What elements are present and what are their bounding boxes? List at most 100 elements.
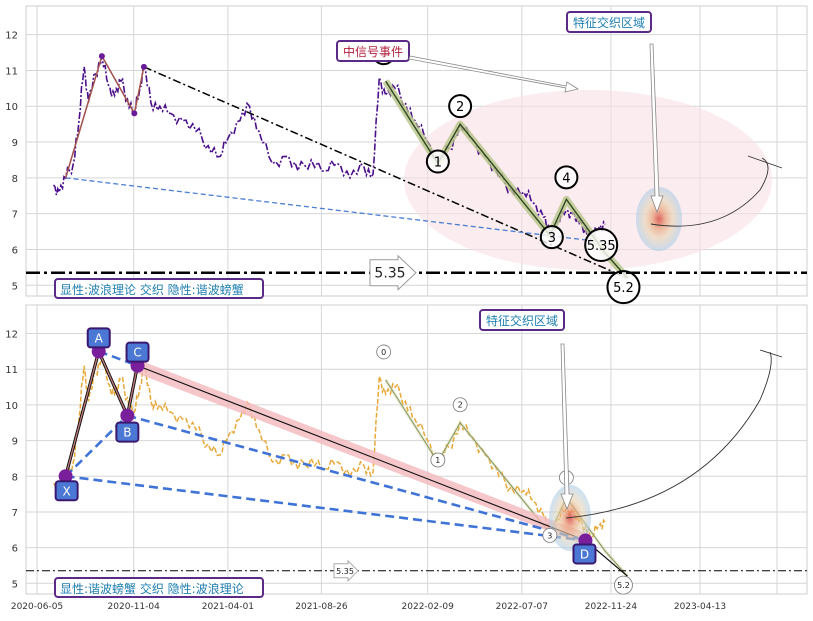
mid-signal-text: 中信号事件 [343, 44, 403, 59]
x-tick-label: 2021-08-26 [295, 602, 348, 612]
wave-point-marker [542, 527, 558, 543]
wave-point-marker [376, 344, 392, 360]
harmonic-label-box [572, 543, 597, 565]
wave-point-label: 2 [458, 401, 463, 410]
wave-point-label: 5.2 [613, 281, 634, 296]
x-tick-label: 2023-04-13 [674, 602, 726, 612]
wave-point-marker [554, 165, 579, 190]
y-tick-label: 5 [12, 579, 18, 590]
harmonic-dashed-xd [65, 474, 586, 542]
feature-zone-annotation: 特征交织区域 [479, 309, 574, 511]
feature-zone-box [479, 309, 565, 331]
feature-zone-arrow [560, 343, 574, 511]
wave-point-marker [614, 575, 633, 595]
feature-zone-text: 特征交织区域 [486, 313, 558, 328]
y-tick-label: 5 [12, 281, 18, 292]
top-legend: 显性:波浪理论 交织 隐性:谐波螃蟹 [54, 278, 264, 299]
y-tick-label: 8 [12, 472, 18, 483]
level-label: 5.35 [336, 567, 354, 576]
top-panel: 56789101112012345.355.25.35中信号事件特征交织区域显性… [5, 5, 808, 305]
harmonic-vertex [98, 53, 105, 60]
wave-point-marker [425, 149, 450, 174]
x-tick-label: 2020-11-04 [108, 602, 161, 612]
harmonic-path [64, 54, 145, 179]
y-tick-label: 12 [5, 31, 18, 42]
y-tick-label: 7 [12, 508, 18, 519]
wave-point-label: 3 [547, 531, 552, 540]
wave-point-label: 1 [434, 156, 442, 171]
harmonic-label-box [115, 421, 140, 443]
wave-point-label: 1 [435, 456, 440, 465]
projection-arc [565, 351, 772, 519]
harmonic-leg-cd [137, 365, 586, 541]
harmonic-label: C [133, 346, 141, 360]
harmonic-label: A [95, 331, 104, 345]
level-label: 5.35 [374, 266, 405, 282]
harmonic-vertex [58, 469, 73, 484]
wave-point-marker [584, 228, 619, 263]
harmonic-label-box [86, 327, 111, 349]
y-tick-label: 7 [12, 210, 18, 221]
feature-zone-text: 特征交织区域 [573, 15, 645, 30]
x-tick-label: 2021-04-01 [202, 602, 254, 612]
wave-point-label: 2 [456, 100, 464, 115]
harmonic-label-box [125, 341, 150, 363]
feature-hotspot [636, 187, 682, 251]
harmonic-label: D [580, 547, 589, 561]
feature-zone-arrow [649, 43, 664, 214]
harmonic-dashed-bd [127, 414, 586, 542]
trend-line-lower [65, 177, 606, 243]
mid-signal-box [336, 40, 410, 62]
feature-zone-box [566, 11, 652, 33]
projection-tick [747, 155, 783, 169]
wave-point-marker [539, 225, 564, 250]
top-legend-text: 显性:波浪理论 交织 隐性:谐波螃蟹 [60, 282, 244, 297]
wave-point-label: 3 [548, 231, 556, 246]
wave-point-marker [606, 270, 641, 305]
y-tick-label: 9 [12, 138, 18, 149]
y-tick-label: 9 [12, 437, 18, 448]
price-line [52, 55, 606, 241]
wave-point-label: 5.35 [587, 239, 616, 254]
harmonic-path-inner [65, 349, 139, 477]
price-line [52, 354, 606, 539]
harmonic-label: B [123, 426, 131, 440]
bottom-legend-text: 显性:谐波螃蟹 交织 隐性:波浪理论 [60, 581, 244, 596]
x-tick-label: 2022-11-24 [585, 602, 638, 612]
x-tick-label: 2020-06-05 [11, 602, 63, 612]
harmonic-vertex [140, 63, 147, 70]
y-tick-label: 11 [5, 66, 18, 77]
wave-point-label: 0 [381, 348, 386, 357]
plot-area [25, 304, 808, 595]
y-tick-label: 10 [5, 102, 18, 113]
projection-arc [650, 157, 769, 227]
projection-tick [759, 349, 783, 358]
wave-point-marker [430, 452, 446, 468]
harmonic-vertex [131, 110, 138, 117]
wave-point-marker [452, 397, 468, 413]
level-arrow [369, 254, 417, 291]
x-tick-label: 2022-02-09 [402, 602, 455, 612]
harmonic-label-box [54, 480, 79, 502]
feature-zone-annotation: 特征交织区域 [566, 11, 664, 214]
bottom-legend: 显性:谐波螃蟹 交织 隐性:波浪理论 [54, 577, 264, 598]
y-tick-label: 8 [12, 174, 18, 185]
top-legend-box [54, 278, 264, 299]
harmonic-vertex [120, 408, 135, 423]
y-tick-label: 6 [12, 544, 18, 555]
y-tick-label: 6 [12, 245, 18, 256]
wave-point-label: 5.2 [617, 581, 630, 590]
harmonic-label: X [63, 484, 71, 498]
y-tick-label: 11 [5, 365, 18, 376]
y-tick-label: 12 [5, 330, 18, 341]
wave-point-label: 4 [562, 171, 570, 186]
y-tick-label: 10 [5, 401, 18, 412]
level-arrow [333, 559, 359, 583]
x-tick-label: 2022-07-07 [496, 602, 548, 612]
wave-point-marker [448, 94, 473, 119]
mid-signal-arrow [408, 55, 580, 93]
mid-signal-annotation: 中信号事件 [336, 40, 580, 93]
bottom-panel: 56789101112XABCD012345.25.35特征交织区域显性:谐波螃… [5, 304, 808, 612]
